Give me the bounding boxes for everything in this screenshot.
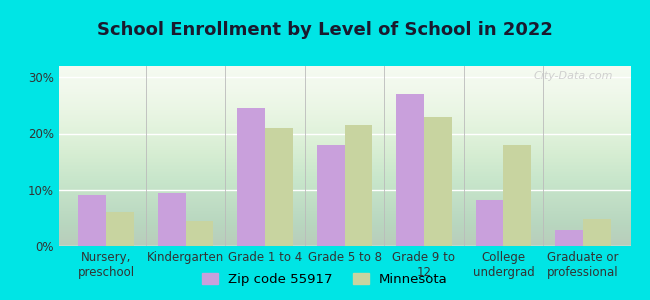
Bar <box>79 195 106 246</box>
Text: School Enrollment by Level of School in 2022: School Enrollment by Level of School in … <box>97 21 553 39</box>
Bar <box>158 193 186 246</box>
Text: City-Data.com: City-Data.com <box>534 71 614 81</box>
Bar <box>265 128 293 246</box>
Bar <box>186 221 213 246</box>
Bar <box>396 94 424 246</box>
Bar <box>424 117 452 246</box>
Bar <box>344 125 372 246</box>
Bar <box>476 200 503 246</box>
Bar <box>317 145 345 246</box>
Bar <box>555 230 583 246</box>
Legend: Zip code 55917, Minnesota: Zip code 55917, Minnesota <box>198 269 452 290</box>
Bar <box>503 145 531 246</box>
Bar <box>583 219 610 246</box>
Bar <box>237 108 265 246</box>
Bar <box>106 212 134 246</box>
